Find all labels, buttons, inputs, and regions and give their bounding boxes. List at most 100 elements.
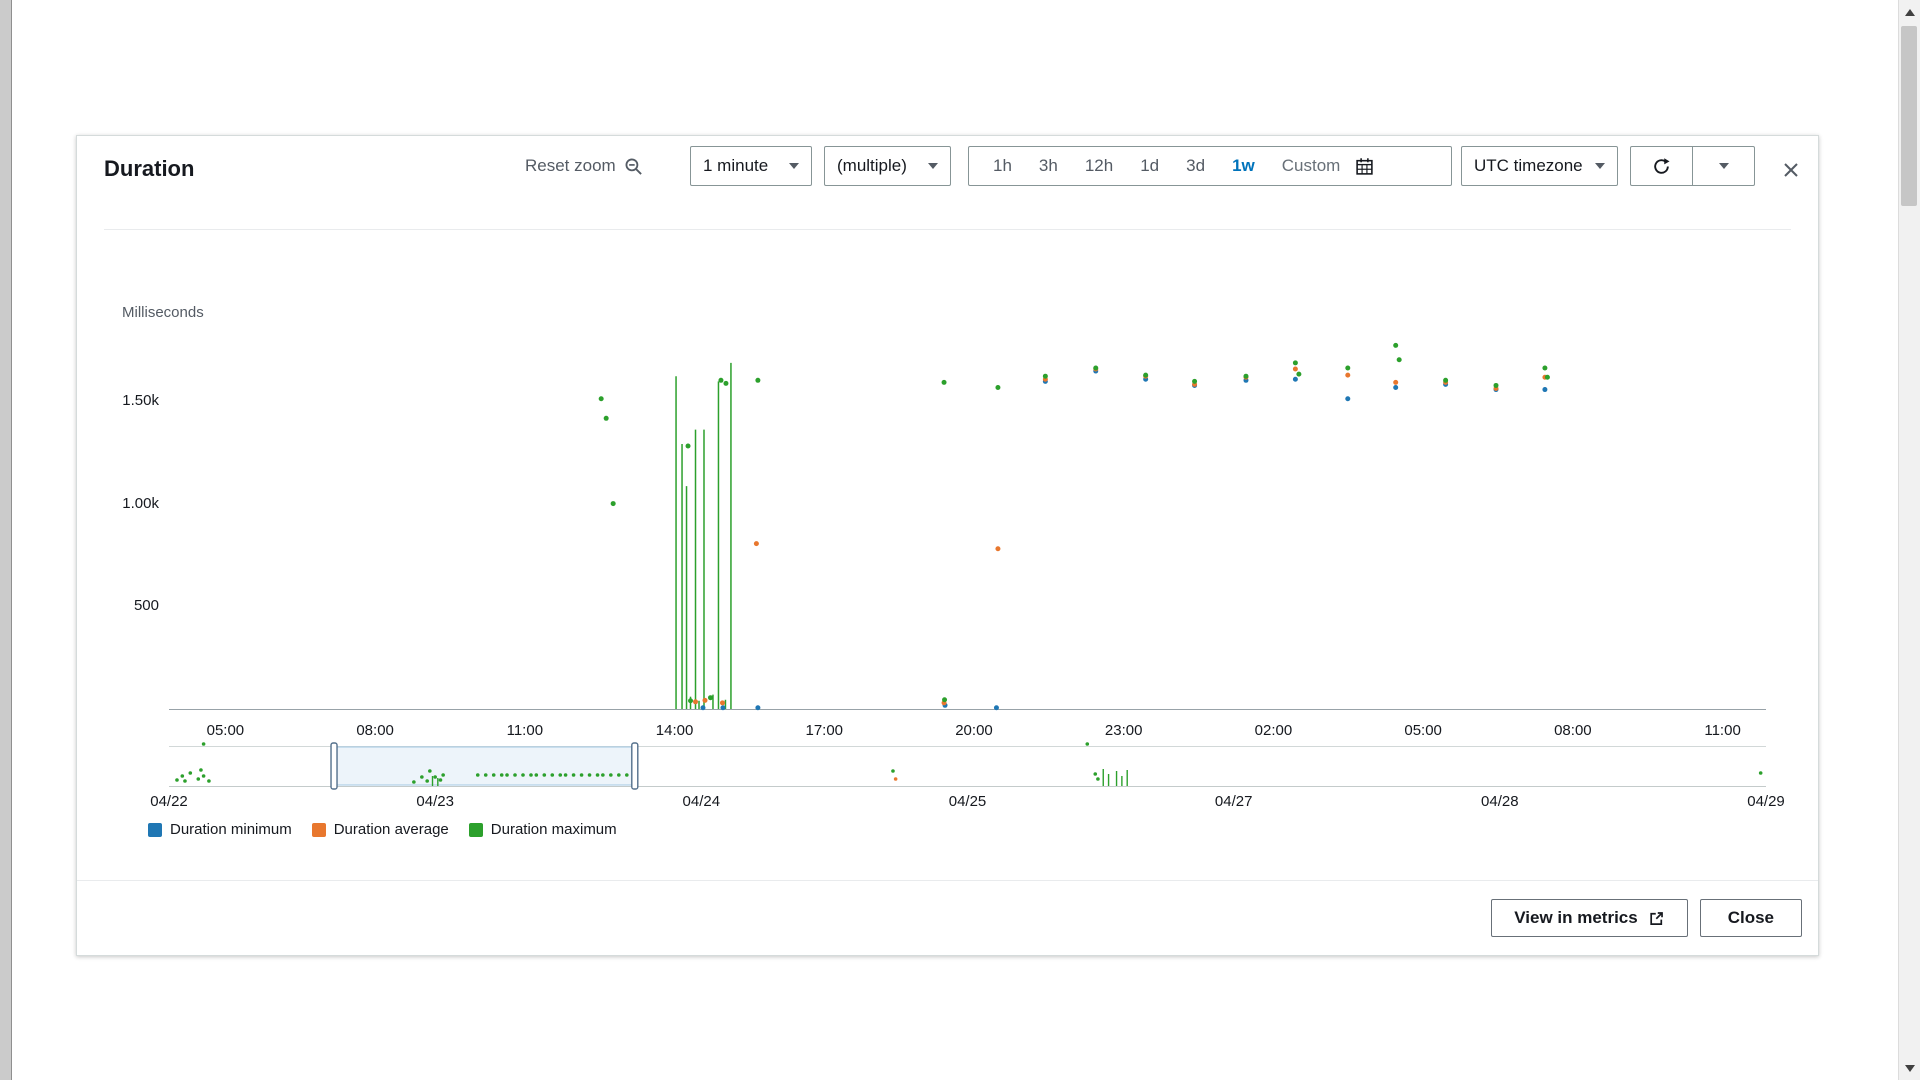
main-chart[interactable] xyxy=(169,331,1766,711)
data-point xyxy=(611,501,616,506)
period-dropdown-value: 1 minute xyxy=(703,156,768,176)
y-tick-label: 1.00k xyxy=(97,495,159,513)
dialog-title: Duration xyxy=(104,156,194,182)
scrollbar-down-icon[interactable] xyxy=(1899,1059,1920,1077)
navigator-date-label: 04/23 xyxy=(416,793,454,810)
navigator-date-label: 04/29 xyxy=(1747,793,1785,810)
range-3d[interactable]: 3d xyxy=(1186,156,1205,176)
navigator-mark xyxy=(492,773,496,777)
navigator-mark xyxy=(625,773,629,777)
data-point xyxy=(718,378,723,383)
navigator-mark xyxy=(188,771,192,775)
timeline-navigator[interactable] xyxy=(169,739,1766,793)
range-1d[interactable]: 1d xyxy=(1140,156,1159,176)
data-point xyxy=(686,444,691,449)
x-tick-label: 11:00 xyxy=(1704,722,1740,739)
page: Duration Reset zoom 1 minute (multiple) … xyxy=(0,0,1920,1080)
y-axis-title: Milliseconds xyxy=(122,304,204,321)
navigator-mark xyxy=(175,778,179,782)
navigator-mark xyxy=(425,779,429,783)
navigator-mark xyxy=(500,773,504,777)
x-tick-label: 17:00 xyxy=(805,722,843,739)
data-point xyxy=(1293,360,1298,365)
page-scrollbar[interactable] xyxy=(1898,0,1920,1080)
calendar-icon[interactable] xyxy=(1355,157,1374,176)
range-1w[interactable]: 1w xyxy=(1232,156,1255,176)
legend-label-maximum: Duration maximum xyxy=(491,821,617,838)
navigator-mark xyxy=(580,773,584,777)
x-tick-label: 23:00 xyxy=(1105,722,1143,739)
data-point xyxy=(1494,383,1499,388)
navigator-mark xyxy=(420,775,424,779)
navigator-selection[interactable] xyxy=(334,747,635,785)
navigator-mark xyxy=(542,773,546,777)
navigator-date-label: 04/28 xyxy=(1481,793,1519,810)
data-point xyxy=(755,378,760,383)
data-point xyxy=(1296,372,1301,377)
timezone-dropdown[interactable]: UTC timezone xyxy=(1461,146,1618,186)
data-point xyxy=(1143,373,1148,378)
statistic-dropdown[interactable]: (multiple) xyxy=(824,146,951,186)
header-divider xyxy=(104,229,1791,230)
view-in-metrics-label: View in metrics xyxy=(1514,908,1637,928)
data-point xyxy=(599,396,604,401)
navigator-date-label: 04/24 xyxy=(683,793,721,810)
close-icon xyxy=(1782,161,1800,179)
navigator-mark xyxy=(894,777,898,781)
chevron-down-icon xyxy=(789,163,799,169)
navigator-mark xyxy=(428,769,432,773)
legend-label-average: Duration average xyxy=(334,821,449,838)
data-point xyxy=(720,705,725,710)
x-tick-label: 08:00 xyxy=(1554,722,1592,739)
dialog-footer: View in metrics Close xyxy=(77,880,1818,955)
data-point xyxy=(1345,396,1350,401)
refresh-button[interactable] xyxy=(1630,146,1693,186)
legend-swatch-average xyxy=(312,823,326,837)
refresh-options-button[interactable] xyxy=(1692,146,1755,186)
navigator-mark xyxy=(513,773,517,777)
chevron-down-icon xyxy=(1719,163,1729,169)
reset-zoom-button[interactable]: Reset zoom xyxy=(525,146,643,186)
close-dialog-button[interactable] xyxy=(1777,156,1805,184)
data-point xyxy=(708,695,713,700)
navigator-handle-right[interactable] xyxy=(632,743,638,789)
data-point xyxy=(604,416,609,421)
data-point xyxy=(1542,387,1547,392)
view-in-metrics-button[interactable]: View in metrics xyxy=(1491,899,1687,937)
navigator-mark xyxy=(484,773,488,777)
navigator-handle-left[interactable] xyxy=(331,743,337,789)
navigator-mark xyxy=(199,768,203,772)
navigator-mark xyxy=(183,779,187,783)
navigator-mark xyxy=(412,780,416,784)
range-custom[interactable]: Custom xyxy=(1282,156,1341,176)
scrollbar-thumb[interactable] xyxy=(1901,26,1917,206)
navigator-mark xyxy=(535,773,539,777)
data-point xyxy=(1043,374,1048,379)
range-12h[interactable]: 12h xyxy=(1085,156,1113,176)
data-point xyxy=(995,385,1000,390)
y-tick-label: 500 xyxy=(97,597,159,615)
navigator-mark xyxy=(439,778,443,782)
data-point xyxy=(1393,343,1398,348)
x-tick-label: 11:00 xyxy=(507,722,543,739)
close-button[interactable]: Close xyxy=(1700,899,1802,937)
navigator-mark xyxy=(617,773,621,777)
data-point xyxy=(1393,380,1398,385)
navigator-mark xyxy=(181,774,185,778)
data-point xyxy=(1397,357,1402,362)
navigator-mark xyxy=(609,773,613,777)
data-point xyxy=(754,541,759,546)
range-3h[interactable]: 3h xyxy=(1039,156,1058,176)
y-axis-tick-labels: 5001.00k1.50k xyxy=(97,331,159,709)
navigator-mark xyxy=(207,779,211,783)
refresh-split-button xyxy=(1630,146,1755,186)
navigator-mark xyxy=(521,773,525,777)
reset-zoom-label: Reset zoom xyxy=(525,156,616,176)
range-1h[interactable]: 1h xyxy=(993,156,1012,176)
navigator-mark xyxy=(476,773,480,777)
data-point xyxy=(702,698,707,703)
scrollbar-up-icon[interactable] xyxy=(1899,3,1920,21)
legend-item-minimum: Duration minimum xyxy=(148,821,292,838)
period-dropdown[interactable]: 1 minute xyxy=(690,146,812,186)
data-point xyxy=(693,699,698,704)
